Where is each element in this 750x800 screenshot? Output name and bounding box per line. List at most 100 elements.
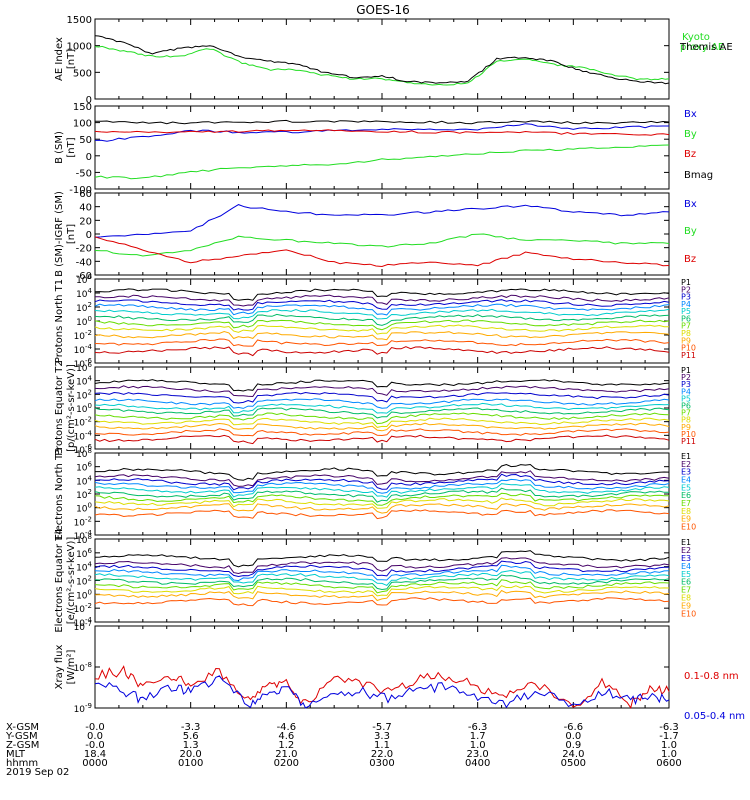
footer-value: 23.0	[467, 749, 489, 760]
channel-label-e3: E3	[681, 468, 691, 477]
channel-line-p4	[94, 398, 670, 409]
footer-row-label: hhmm	[6, 758, 38, 769]
y-axis-label: Electrons North T3	[54, 447, 65, 540]
channel-label-e8: E8	[681, 594, 691, 603]
footer-row-label: X-GSM	[6, 722, 39, 733]
y-tick-label: 100	[73, 119, 92, 130]
y-tick-label: 10-2	[74, 602, 92, 615]
channel-line-e3	[94, 560, 669, 578]
y-tick-label: 100	[76, 502, 92, 515]
channel-line-p4	[94, 303, 670, 316]
channel-line-e2	[94, 470, 670, 487]
channel-label-e8: E8	[681, 507, 691, 516]
footer-value: -4.6	[277, 722, 297, 733]
channel-line-p5	[94, 402, 670, 414]
y-tick-label: 20	[79, 216, 92, 227]
channel-label-p8: P8	[681, 416, 691, 425]
y-axis-label: AE Index	[54, 37, 65, 81]
y-tick-label: -100	[69, 185, 92, 196]
y-tick-label: 10-7	[74, 620, 92, 633]
channel-label-e7: E7	[681, 499, 691, 508]
legend-label: Kyoto	[682, 32, 710, 43]
y-tick-label: 106	[76, 461, 92, 474]
footer-value: 0.9	[565, 740, 581, 751]
legend-label: Bz	[684, 149, 696, 160]
footer-value: 0400	[465, 758, 490, 769]
series-line-2	[94, 35, 670, 85]
channel-label-p8: P8	[681, 329, 691, 338]
y-axis-label: B (SM)-IGRF (SM)	[54, 191, 65, 277]
footer-value: 0300	[369, 758, 394, 769]
footer-value: -0.0	[85, 740, 105, 751]
channel-line-e9	[94, 589, 670, 602]
y-tick-label: 102	[76, 488, 92, 501]
footer-row-label: Z-GSM	[6, 740, 39, 751]
y-tick-label: 104	[76, 561, 92, 574]
channel-line-e7	[94, 492, 669, 506]
channel-label-p5: P5	[681, 307, 691, 316]
y-axis-label: Protons Equator T2	[54, 360, 65, 456]
y-tick-label: 104	[76, 287, 92, 300]
y-tick-label: 104	[76, 375, 92, 388]
y-tick-label: 10-6	[74, 357, 93, 370]
panel-frame	[94, 538, 670, 623]
y-tick-label: 1000	[67, 42, 92, 53]
channel-line-p7	[94, 319, 670, 331]
footer-value: 1.3	[183, 740, 199, 751]
panel-3: 60 40 20 0 -20 -40 -60 B (SM)-IGRF (SM) [nT] Bx By…	[54, 189, 697, 282]
y-tick-label: 106	[76, 361, 92, 374]
channel-label-p2: P2	[681, 285, 691, 294]
footer-row-label: MLT	[6, 749, 26, 760]
y-tick-label: 108	[76, 533, 92, 546]
plot-title: GOES-16	[356, 3, 410, 17]
legend-label: Themis AE	[679, 42, 733, 53]
y-tick-label: 0	[86, 95, 92, 106]
panel-frame	[94, 105, 670, 190]
channel-label-p6: P6	[681, 402, 691, 411]
y-tick-label: 10-4	[74, 429, 93, 442]
channel-label-e9: E9	[681, 602, 691, 611]
channel-line-e1	[95, 463, 670, 481]
footer-row-label: Y-GSM	[5, 731, 38, 742]
panel-frame	[94, 192, 670, 276]
y-tick-label: 10-2	[74, 416, 92, 429]
y-tick-label: 50	[79, 135, 92, 146]
y-tick-label: -50	[76, 168, 92, 179]
legend-label: Bx	[684, 109, 697, 120]
channel-label-e5: E5	[681, 570, 691, 579]
y-tick-label: 10-4	[74, 529, 93, 542]
footer-value: 1.0	[661, 749, 677, 760]
y-tick-label: 10-2	[74, 515, 92, 528]
legend-label: By	[684, 129, 697, 140]
y-tick-label: 106	[76, 273, 92, 286]
footer-value: 1.1	[374, 740, 390, 751]
footer-value: 24.0	[562, 749, 584, 760]
channel-line-e10	[94, 597, 670, 607]
channel-label-e7: E7	[681, 586, 691, 595]
y-tick-label: 10-4	[74, 343, 93, 356]
channel-line-p11	[94, 434, 670, 445]
y-tick-label: 40	[79, 203, 92, 214]
footer-value: -0.0	[85, 722, 105, 733]
channel-label-p4: P4	[681, 300, 691, 309]
channel-label-p2: P2	[681, 373, 691, 382]
footer-value: 0.0	[565, 731, 581, 742]
footer-value: -1.7	[659, 731, 679, 742]
footer-value: 1.0	[661, 740, 677, 751]
y-axis-unit: [e/(cm²-s-sr-keV)]	[66, 537, 77, 625]
channel-label-p5: P5	[681, 394, 691, 403]
channel-label-p4: P4	[681, 387, 691, 396]
channel-label-p1: P1	[681, 278, 691, 287]
panel-frame	[94, 452, 670, 536]
channel-label-p9: P9	[681, 423, 691, 432]
channel-label-e2: E2	[681, 460, 691, 469]
y-axis-label: Protons North T1	[54, 279, 65, 363]
y-tick-label: 100	[76, 588, 92, 601]
y-tick-label: 108	[76, 447, 92, 460]
channel-label-e3: E3	[681, 554, 691, 563]
channel-line-e5	[94, 483, 670, 498]
channel-label-e10: E10	[681, 609, 696, 618]
